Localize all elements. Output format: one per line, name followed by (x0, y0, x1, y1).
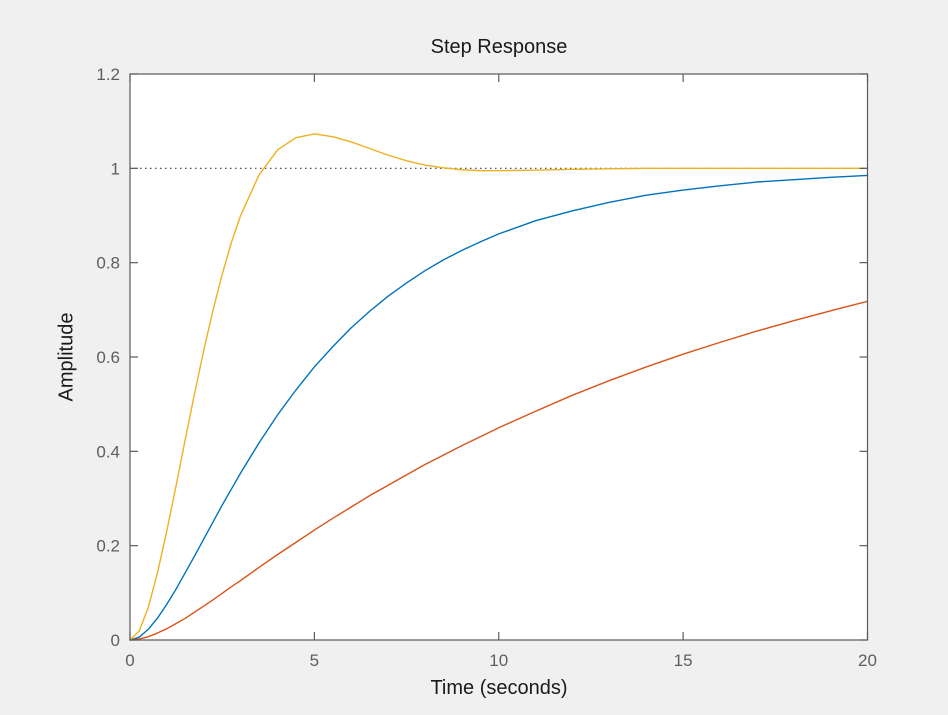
x-tick-label: 20 (858, 651, 877, 670)
plot-area (130, 74, 868, 640)
y-tick-label: 0.6 (96, 348, 120, 367)
x-axis-label: Time (seconds) (430, 677, 568, 699)
x-tick-label: 10 (489, 651, 508, 670)
y-tick-label: 1 (111, 159, 120, 178)
y-tick-label: 0.8 (96, 254, 120, 273)
yellow-response-curve (129, 133, 869, 641)
y-tick-label: 1.2 (96, 65, 120, 84)
blue-response-curve (129, 174, 869, 641)
y-tick-label: 0.4 (96, 442, 120, 461)
x-tick-label: 15 (674, 651, 693, 670)
y-axis-label: Amplitude (55, 312, 78, 402)
x-tick-label: 0 (125, 651, 134, 670)
y-tick-label: 0.2 (96, 537, 120, 556)
plot-title: Step Response (430, 36, 568, 58)
orange-response-curve (129, 300, 869, 641)
y-tick-label: 0 (111, 631, 120, 650)
x-tick-label: 5 (310, 651, 319, 670)
